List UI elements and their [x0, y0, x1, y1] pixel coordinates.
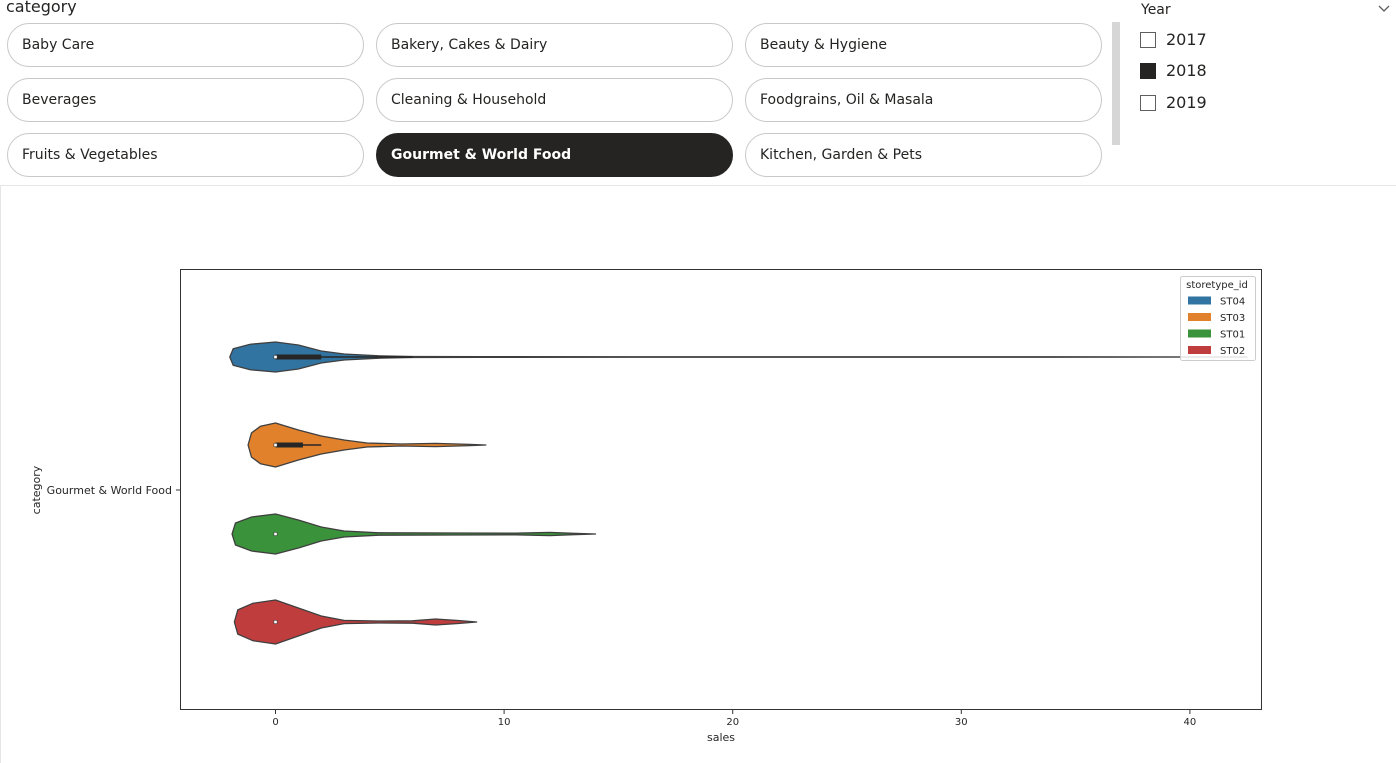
- legend-label: ST03: [1220, 313, 1245, 324]
- category-chip-label: Beauty & Hygiene: [760, 37, 887, 53]
- chevron-down-icon[interactable]: [1377, 2, 1391, 16]
- x-tick-label: 20: [726, 717, 739, 728]
- category-chip-gourmet[interactable]: Gourmet & World Food: [376, 133, 733, 177]
- violin-st01: [231, 513, 597, 555]
- visual-border: [0, 186, 1, 763]
- x-axis-label: sales: [707, 731, 735, 744]
- plot-area-frame: [180, 269, 1262, 710]
- category-chip-label: Kitchen, Garden & Pets: [760, 147, 922, 163]
- checkbox-icon: [1140, 31, 1156, 48]
- category-chip-label: Cleaning & Household: [391, 92, 547, 108]
- category-slicer-scrollbar[interactable]: [1112, 22, 1120, 145]
- legend-label: ST02: [1220, 346, 1245, 357]
- checkbox-checked-icon: [1140, 62, 1156, 79]
- violin-st02: [233, 599, 478, 645]
- violin-st03: [247, 422, 487, 468]
- category-chip-fruits[interactable]: Fruits & Vegetables: [7, 133, 364, 177]
- violin-median-marker: [273, 443, 278, 447]
- category-slicer-title: category: [6, 0, 77, 16]
- checkbox-icon: [1140, 94, 1156, 111]
- legend-title: storetype_id: [1186, 280, 1248, 291]
- x-tick-label: 0: [272, 717, 278, 728]
- x-tick-label: 10: [498, 717, 511, 728]
- year-option-2019[interactable]: 2019: [1140, 93, 1207, 112]
- year-slicer-title: Year: [1141, 2, 1171, 18]
- legend-swatch: [1188, 329, 1211, 338]
- violin-iqr-box: [275, 442, 303, 448]
- category-chip-label: Gourmet & World Food: [391, 147, 572, 163]
- category-chip-kitchen[interactable]: Kitchen, Garden & Pets: [745, 133, 1102, 177]
- year-option-2018[interactable]: 2018: [1140, 61, 1207, 80]
- category-chip-bakery[interactable]: Bakery, Cakes & Dairy: [376, 23, 733, 67]
- category-chip-beverages[interactable]: Beverages: [7, 78, 364, 122]
- year-option-label: 2017: [1166, 30, 1207, 49]
- category-chip-beauty[interactable]: Beauty & Hygiene: [745, 23, 1102, 67]
- violin-group: [229, 341, 1248, 645]
- category-chip-label: Beverages: [22, 92, 97, 108]
- y-tick-label: Gourmet & World Food: [47, 484, 172, 497]
- year-option-label: 2019: [1166, 93, 1207, 112]
- legend-label: ST04: [1220, 297, 1245, 308]
- category-chip-label: Foodgrains, Oil & Masala: [760, 92, 934, 108]
- x-axis: 0 10 20 30 40: [272, 710, 1196, 728]
- x-tick-label: 40: [1184, 717, 1197, 728]
- category-chip-cleaning[interactable]: Cleaning & Household: [376, 78, 733, 122]
- legend-label: ST01: [1220, 330, 1245, 341]
- violin-median-marker: [273, 355, 278, 359]
- violin-median-marker: [273, 620, 278, 624]
- violin-median-marker: [273, 532, 278, 536]
- year-option-label: 2018: [1166, 61, 1207, 80]
- category-chip-label: Bakery, Cakes & Dairy: [391, 37, 548, 53]
- category-chip-foodgrains[interactable]: Foodgrains, Oil & Masala: [745, 78, 1102, 122]
- category-chip-label: Baby Care: [22, 37, 95, 53]
- legend: storetype_id ST04 ST03 ST01 ST02: [1180, 276, 1256, 361]
- category-chip-baby-care[interactable]: Baby Care: [7, 23, 364, 67]
- legend-swatch: [1188, 313, 1211, 321]
- x-tick-label: 30: [955, 717, 968, 728]
- legend-swatch: [1188, 296, 1211, 305]
- y-axis-label: category: [30, 465, 43, 514]
- legend-swatch: [1188, 346, 1211, 354]
- violin-iqr-box: [275, 354, 322, 360]
- category-chip-label: Fruits & Vegetables: [22, 147, 158, 163]
- year-option-2017[interactable]: 2017: [1140, 30, 1207, 49]
- section-divider: [0, 185, 1396, 186]
